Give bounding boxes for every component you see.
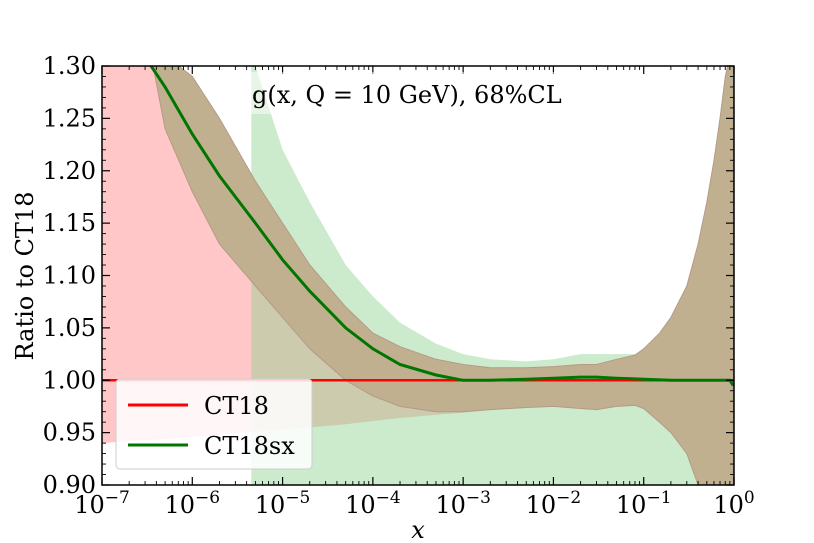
y-tick-label: 1.25: [43, 104, 96, 132]
x-tick-label: 10−7: [74, 488, 130, 519]
legend: CT18 CT18sx: [115, 378, 313, 470]
x-tick-label: 10−1: [616, 488, 672, 519]
legend-label-ct18: CT18: [204, 392, 269, 420]
band-ct18sx: [251, 66, 734, 485]
x-tick-label: 10−3: [435, 488, 491, 519]
x-tick-label: 10−4: [345, 488, 401, 519]
y-tick-label: 1.00: [43, 366, 96, 394]
y-tick-label: 1.05: [43, 314, 96, 342]
y-tick-label: 1.15: [43, 209, 96, 237]
y-tick-label: 1.10: [43, 262, 96, 290]
legend-label-ct18sx: CT18sx: [204, 432, 295, 460]
annotation-text: g(x, Q = 10 GeV), 68%CL: [252, 81, 562, 109]
y-axis-label: Ratio to CT18: [11, 192, 39, 361]
x-tick-label: 10−6: [164, 488, 220, 519]
x-axis-label: x: [411, 516, 425, 543]
annotation-background: [246, 72, 586, 114]
x-tick-label: 10−5: [255, 488, 311, 519]
y-tick-label: 1.20: [43, 157, 96, 185]
x-tick-label: 100: [713, 488, 754, 519]
axes-group: 0.90 0.95 1.00 1.05 1.10 1.15 1.20 1.25 1.30 10−7…: [43, 52, 755, 519]
y-tick-label: 1.30: [43, 52, 96, 80]
y-tick-label: 0.90: [43, 471, 96, 499]
y-tick-label: 0.95: [43, 419, 96, 447]
x-tick-label: 10−2: [526, 488, 582, 519]
line-ct18sx: [149, 66, 734, 387]
